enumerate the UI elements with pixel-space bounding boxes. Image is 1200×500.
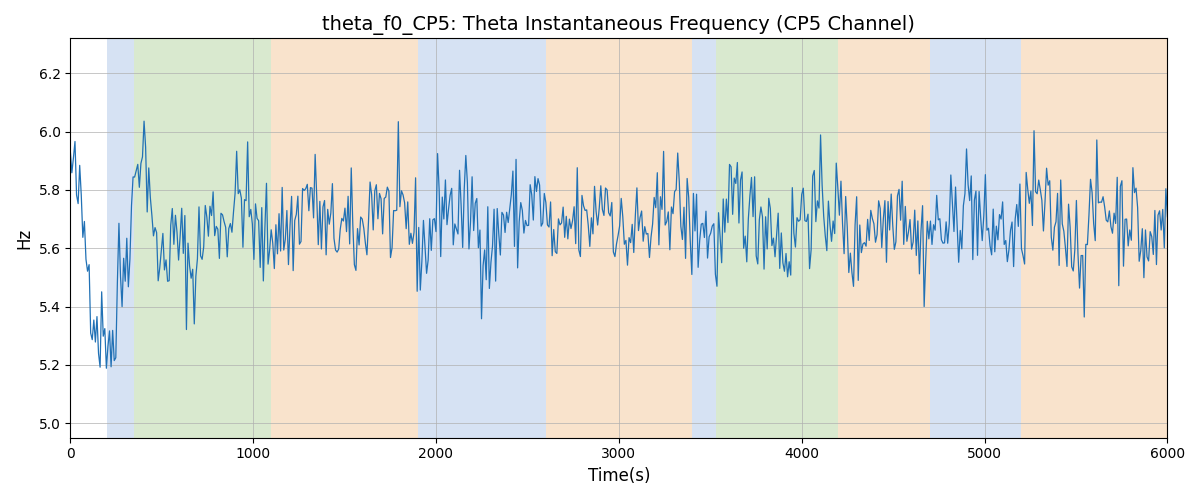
Bar [930,38,1021,438]
X-axis label: Time(s): Time(s) [588,467,650,485]
Bar [546,38,692,438]
Bar [134,38,271,438]
Title: theta_f0_CP5: Theta Instantaneous Frequency (CP5 Channel): theta_f0_CP5: Theta Instantaneous Freque… [323,15,916,35]
Bar [418,38,546,438]
Y-axis label: Hz: Hz [16,228,34,248]
Bar [107,38,134,438]
Bar [692,38,715,438]
Bar [839,38,930,438]
Bar [271,38,418,438]
Bar [1021,38,1168,438]
Bar [715,38,839,438]
